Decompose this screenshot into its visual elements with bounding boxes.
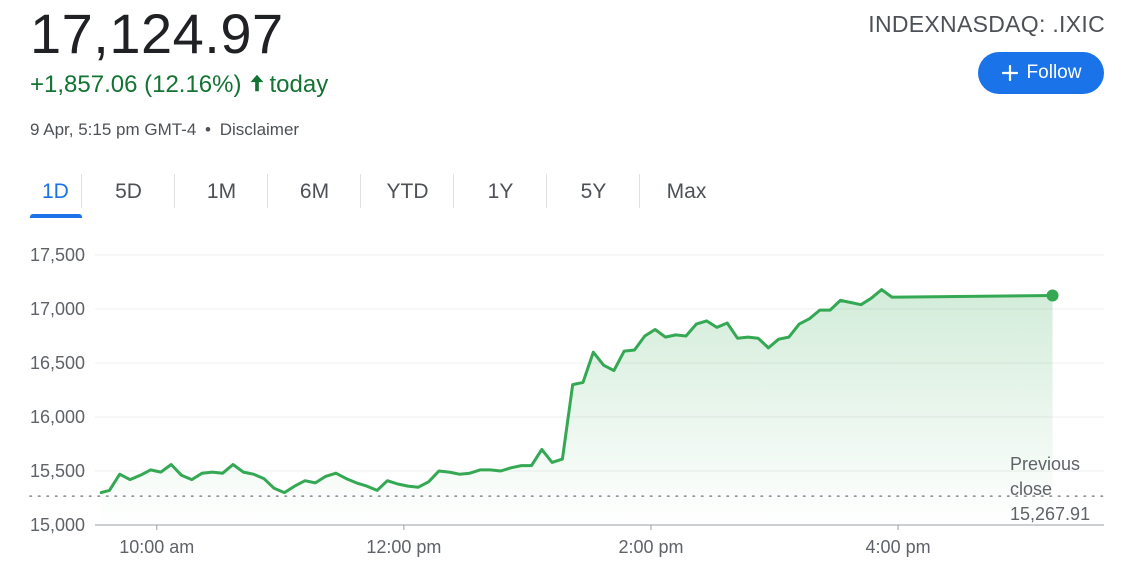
y-tick-label: 16,000 <box>30 407 85 427</box>
x-tick-label: 2:00 pm <box>618 537 683 557</box>
tab-ytd-label: YTD <box>386 180 429 203</box>
y-tick-label: 15,500 <box>30 461 85 481</box>
tab-5y[interactable]: 5Y <box>547 170 640 214</box>
ticker-symbol: INDEXNASDAQ: .IXIC <box>868 11 1105 37</box>
price-change: +1,857.06 (12.16%) today <box>30 70 328 100</box>
tab-1y[interactable]: 1Y <box>454 170 547 214</box>
tab-divider <box>360 174 361 208</box>
y-tick-label: 17,500 <box>30 245 85 265</box>
tab-5y-label: 5Y <box>580 180 607 203</box>
disclaimer-link[interactable]: Disclaimer <box>219 120 300 139</box>
price-change-value: +1,857.06 (12.16%) <box>30 71 242 98</box>
tab-5d-label: 5D <box>115 180 142 203</box>
previous-close-value: 15,267.91 <box>1010 504 1091 524</box>
tab-max-label: Max <box>666 180 707 203</box>
y-tick-label: 16,500 <box>30 353 85 373</box>
meta-separator: • <box>205 120 211 139</box>
plus-icon <box>1001 64 1018 82</box>
x-tick-label: 10:00 am <box>119 537 194 557</box>
y-tick-label: 17,000 <box>30 299 85 319</box>
x-tick-label: 12:00 pm <box>366 537 441 557</box>
tab-6m-label: 6M <box>299 180 330 203</box>
range-tabs: 1D 5D 1M 6M YTD 1Y 5Y Max <box>30 170 733 218</box>
tab-ytd[interactable]: YTD <box>361 170 454 214</box>
y-tick-label: 15,000 <box>30 515 85 535</box>
price-chart[interactable]: 15,000 15,500 16,000 16,500 17,000 17,500 10:0… <box>0 230 1128 580</box>
tab-divider <box>174 174 175 208</box>
price-line <box>99 288 1054 495</box>
previous-close-label-line2: close <box>1010 479 1053 499</box>
tab-1m-label: 1M <box>206 180 237 203</box>
tab-5d[interactable]: 5D <box>82 170 175 214</box>
last-price-marker <box>1046 289 1059 302</box>
previous-close-label-line1: Previous <box>1010 454 1081 474</box>
arrow-up-icon <box>250 74 263 92</box>
price-change-period: today <box>269 71 329 98</box>
timestamp: 9 Apr, 5:15 pm GMT-4 <box>30 120 197 139</box>
tab-1d-label: 1D <box>42 180 69 203</box>
tab-divider <box>267 174 268 208</box>
quote-meta: 9 Apr, 5:15 pm GMT-4 • Disclaimer <box>30 119 299 141</box>
tab-1y-label: 1Y <box>487 180 514 203</box>
tab-6m[interactable]: 6M <box>268 170 361 214</box>
tab-max[interactable]: Max <box>640 170 733 214</box>
tab-divider <box>81 174 82 208</box>
price-area-fill <box>101 289 1053 525</box>
current-price: 17,124.97 <box>30 2 284 65</box>
tab-1m[interactable]: 1M <box>175 170 268 214</box>
tab-divider <box>453 174 454 208</box>
tab-divider <box>546 174 547 208</box>
follow-button[interactable]: Follow <box>978 52 1104 94</box>
tab-1d[interactable]: 1D <box>30 170 82 218</box>
x-tick-label: 4:00 pm <box>866 537 931 557</box>
previous-close-label: Previous close 15,267.91 <box>1010 452 1120 527</box>
follow-button-label: Follow <box>1026 62 1082 83</box>
tab-divider <box>639 174 640 208</box>
